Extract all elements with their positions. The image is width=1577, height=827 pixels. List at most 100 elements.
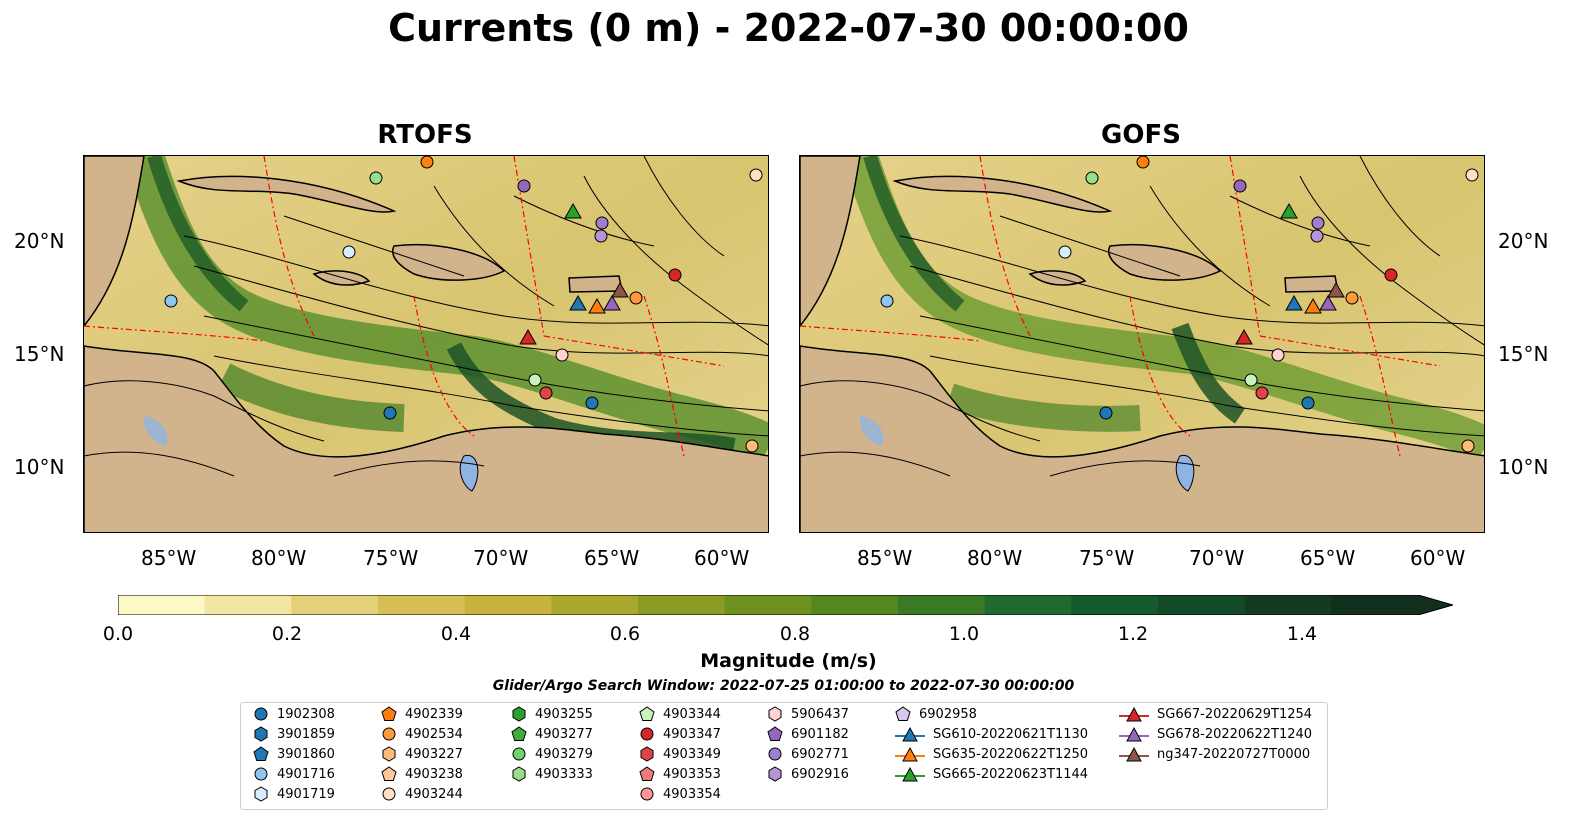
lon-label-85w-left: 85°W — [141, 546, 197, 570]
marker-4903349[interactable] — [539, 386, 553, 400]
triangle-line-icon — [1119, 726, 1149, 742]
current-core — [446, 342, 736, 454]
marker-4903244[interactable] — [749, 168, 763, 182]
lake-nicaragua — [143, 416, 168, 446]
legend-label: 4903244 — [405, 786, 463, 802]
marker-4903333[interactable] — [1085, 171, 1099, 185]
marker-3901859[interactable] — [1099, 406, 1113, 420]
legend: 1902308 3901859 3901860 4901716 4901719 49023… — [240, 702, 1328, 810]
marker-4903333[interactable] — [369, 171, 383, 185]
marker-ng347[interactable] — [1327, 281, 1345, 298]
map-panel-rtofs — [83, 155, 769, 533]
marker-5906437[interactable] — [555, 348, 569, 362]
marker-4903244[interactable] — [1465, 168, 1479, 182]
marker-SG667[interactable] — [519, 328, 537, 345]
marker-SG667[interactable] — [1235, 328, 1253, 345]
marker-4901716[interactable] — [164, 294, 178, 308]
hexagon-icon — [512, 766, 526, 782]
land-south-america — [84, 345, 768, 532]
marker-4902339[interactable] — [1136, 156, 1150, 169]
pentagon-icon — [381, 766, 397, 781]
land-hispaniola — [1108, 243, 1222, 281]
marker-6901182[interactable] — [1233, 179, 1247, 193]
marker-SG635[interactable] — [588, 297, 606, 314]
legend-label: 4903277 — [535, 726, 593, 742]
marker-SG635[interactable] — [1304, 297, 1322, 314]
legend-label: SG667-20220629T1254 — [1157, 706, 1313, 722]
legend-item: 4901716 — [253, 766, 335, 782]
legend-label: 6902771 — [791, 746, 849, 762]
legend-item: 4903238 — [381, 766, 463, 782]
pentagon-icon — [639, 766, 655, 781]
marker-6902916[interactable] — [594, 229, 608, 243]
marker-5906437[interactable] — [1271, 348, 1285, 362]
legend-label: 5906437 — [791, 706, 849, 722]
lake-nicaragua — [859, 416, 884, 446]
legend-item: SG678-20220622T1240 — [1119, 726, 1312, 742]
lon-label-80w-right: 80°W — [967, 546, 1023, 570]
marker-4903347[interactable] — [1384, 268, 1398, 282]
pentagon-icon — [511, 726, 527, 741]
eez-boundaries — [800, 156, 1441, 457]
circle-icon — [512, 747, 526, 761]
colorbar-segment — [1244, 595, 1332, 615]
triangle-line-icon — [1119, 706, 1149, 722]
legend-item: 6902771 — [767, 746, 849, 762]
legend-label: SG678-20220622T1240 — [1157, 726, 1313, 742]
legend-item: 5906437 — [767, 706, 849, 722]
marker-4903227[interactable] — [1461, 439, 1475, 453]
circle-icon — [768, 747, 782, 761]
colorbar-segment — [118, 595, 206, 615]
marker-6902771[interactable] — [1311, 216, 1325, 230]
marker-4901716[interactable] — [880, 294, 894, 308]
triangle-line-icon — [895, 726, 925, 742]
colorbar-segment — [1331, 595, 1419, 615]
colorbar-segment — [378, 595, 466, 615]
hexagon-icon — [640, 746, 654, 762]
legend-label: 4903354 — [663, 786, 721, 802]
marker-4903344[interactable] — [1244, 373, 1258, 387]
marker-4901719[interactable] — [342, 245, 356, 259]
marker-6901182[interactable] — [517, 179, 531, 193]
legend-item: 4903255 — [511, 706, 593, 722]
marker-4902534[interactable] — [629, 291, 643, 305]
eez-boundaries — [84, 156, 725, 457]
pentagon-icon — [639, 706, 655, 721]
marker-3901860[interactable] — [1301, 396, 1315, 410]
marker-SG610[interactable] — [569, 294, 587, 311]
legend-label: 3901860 — [277, 746, 335, 762]
marker-SG665[interactable] — [1280, 202, 1298, 219]
colorbar-segment — [638, 595, 726, 615]
legend-item: 1902308 — [253, 706, 335, 722]
circle-icon — [382, 727, 396, 741]
colorbar-tick-5: 1.0 — [948, 623, 980, 645]
marker-4902534[interactable] — [1345, 291, 1359, 305]
lat-label-15n-right: 15°N — [1498, 342, 1549, 366]
legend-item: 6902916 — [767, 766, 849, 782]
current-band — [125, 156, 768, 464]
marker-4903347[interactable] — [668, 268, 682, 282]
current-core — [147, 156, 249, 312]
current-core — [863, 156, 965, 312]
search-window-text: Glider/Argo Search Window: 2022-07-25 01… — [492, 678, 1075, 694]
marker-ng347[interactable] — [611, 281, 629, 298]
legend-item: 3901859 — [253, 726, 335, 742]
marker-SG665[interactable] — [564, 202, 582, 219]
marker-4902339[interactable] — [420, 156, 434, 169]
marker-SG678[interactable] — [1319, 294, 1337, 311]
colorbar-segment — [898, 595, 986, 615]
colorbar-segment — [204, 595, 292, 615]
marker-4903344[interactable] — [528, 373, 542, 387]
marker-SG678[interactable] — [603, 294, 621, 311]
marker-4903227[interactable] — [745, 439, 759, 453]
marker-SG610[interactable] — [1285, 294, 1303, 311]
marker-6902771[interactable] — [595, 216, 609, 230]
legend-item: 4903349 — [639, 746, 721, 762]
marker-3901859[interactable] — [383, 406, 397, 420]
marker-4901719[interactable] — [1058, 245, 1072, 259]
marker-3901860[interactable] — [585, 396, 599, 410]
marker-4903349[interactable] — [1255, 386, 1269, 400]
hexagon-icon — [768, 706, 782, 722]
marker-6902916[interactable] — [1310, 229, 1324, 243]
hexagon-icon — [382, 746, 396, 762]
